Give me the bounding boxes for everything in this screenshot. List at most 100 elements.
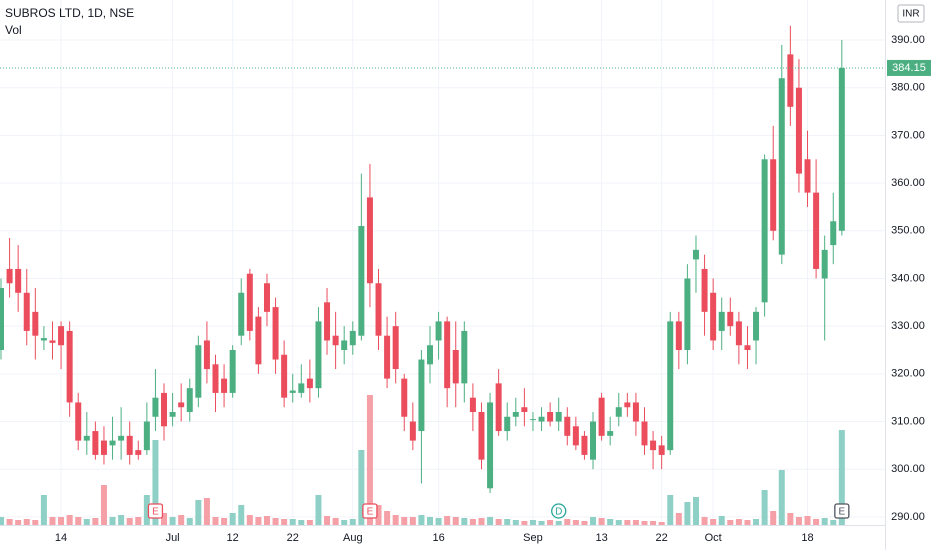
candle-body — [615, 407, 622, 417]
x-tick-label: 16 — [432, 532, 444, 544]
candle-body — [169, 411, 176, 417]
candle-body — [813, 192, 820, 269]
y-tick-label: 360.00 — [891, 177, 925, 189]
volume-bar — [23, 519, 30, 525]
candle-body — [15, 268, 22, 293]
candle-body — [572, 426, 579, 446]
candle-body — [298, 383, 305, 393]
volume-bar — [263, 516, 270, 525]
volume-bar — [289, 519, 296, 525]
volume-bar — [169, 517, 176, 525]
volume-bar — [787, 513, 794, 525]
volume-bar — [495, 519, 502, 525]
volume-bar — [821, 518, 828, 525]
candle-body — [366, 197, 373, 284]
volume-bar — [521, 521, 528, 525]
candle-body — [684, 278, 691, 350]
candle-body — [624, 402, 631, 408]
volume-bar — [598, 518, 605, 525]
volume-bar — [135, 517, 142, 525]
volume-bar — [564, 519, 571, 525]
candle-body — [547, 411, 554, 422]
volume-bar — [572, 520, 579, 525]
y-tick-label: 330.00 — [891, 320, 925, 332]
candle-body — [0, 288, 4, 350]
volume-bar — [444, 516, 451, 525]
candle-body — [461, 330, 468, 384]
x-tick-label: Oct — [705, 532, 722, 544]
volume-bar — [761, 490, 768, 525]
candle-body — [469, 397, 476, 412]
candle-body — [40, 338, 47, 341]
candle-body — [161, 392, 168, 427]
candle-body — [358, 226, 365, 336]
volume-bar — [366, 395, 373, 525]
volume-bar — [727, 520, 734, 525]
y-tick-label: 380.00 — [891, 82, 925, 94]
candle-body — [821, 249, 828, 279]
currency-label[interactable]: INR — [902, 9, 919, 20]
candle-body — [289, 390, 296, 393]
volume-bar — [469, 519, 476, 525]
volume-bar — [161, 513, 168, 525]
candle-body — [6, 268, 13, 284]
volume-bar — [667, 495, 674, 525]
event-label: D — [555, 507, 562, 518]
volume-bar — [529, 520, 536, 525]
last-price-box — [887, 59, 931, 76]
volume-bar — [418, 515, 425, 525]
volume-bar — [435, 518, 442, 525]
candle-body — [109, 440, 116, 446]
volume-bar — [229, 513, 236, 525]
candle-body — [590, 421, 597, 460]
event-marker — [147, 503, 164, 519]
candle-body — [306, 378, 313, 389]
volume-bar — [272, 518, 279, 525]
candle-body — [126, 435, 133, 455]
candle-body — [830, 221, 837, 246]
y-tick-label: 340.00 — [891, 272, 925, 284]
volume-bar — [341, 520, 348, 525]
candle-body — [650, 440, 657, 451]
event-marker — [551, 503, 567, 519]
candle-body — [238, 292, 245, 336]
volume-bar — [246, 515, 253, 525]
volume-bar — [401, 517, 408, 525]
chart-title: SUBROS LTD, 1D, NSE — [5, 6, 134, 20]
volume-bar — [461, 518, 468, 525]
volume-bar — [186, 518, 193, 525]
volume-bar — [538, 521, 545, 525]
volume-bar — [358, 450, 365, 525]
candle-body — [272, 307, 279, 360]
currency-box[interactable] — [897, 4, 925, 23]
y-tick-label: 310.00 — [891, 415, 925, 427]
event-marker — [362, 503, 378, 519]
x-tick-label: 12 — [227, 532, 239, 544]
volume-bar — [66, 515, 73, 525]
candle-body — [409, 421, 416, 441]
volume-bar — [392, 515, 399, 525]
volume-bar — [375, 505, 382, 525]
volume-bar — [143, 495, 150, 525]
y-tick-label: 370.00 — [891, 129, 925, 141]
x-tick-label: Sep — [523, 532, 543, 544]
volume-bar — [590, 517, 597, 525]
candle-body — [332, 335, 339, 346]
volume-bar — [452, 517, 459, 525]
candle-body — [675, 321, 682, 350]
candle-body — [735, 321, 742, 346]
candle-body — [718, 311, 725, 331]
candle-body — [143, 421, 150, 451]
volume-bar — [753, 519, 760, 525]
volume-bar — [684, 502, 691, 525]
x-tick-label: 13 — [595, 532, 607, 544]
candle-body — [487, 402, 494, 489]
volume-bar — [675, 513, 682, 525]
candle-body — [341, 340, 348, 350]
y-tick-label: 350.00 — [891, 225, 925, 237]
volume-bar — [349, 519, 356, 525]
candle-body — [75, 402, 82, 441]
candle-body — [152, 397, 159, 417]
